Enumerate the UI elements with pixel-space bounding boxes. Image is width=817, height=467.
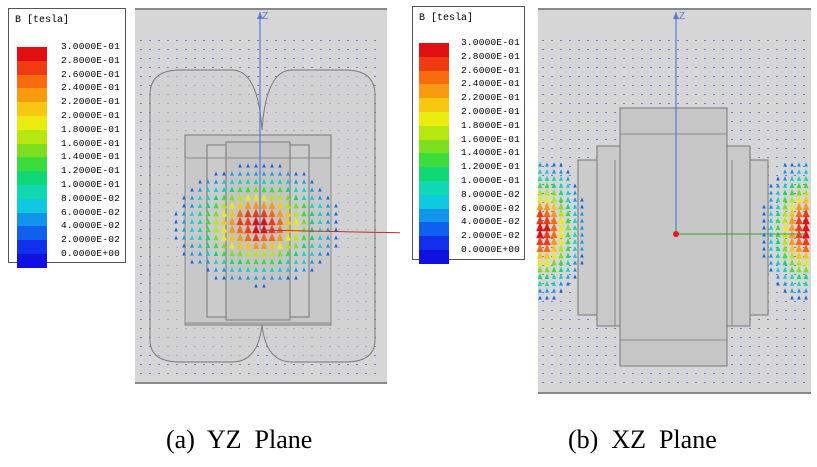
legend-swatch [419,98,449,112]
z-axis-label: Z [262,11,268,22]
legend-swatch [17,47,47,61]
legend-swatch [17,60,47,75]
legend-value: 1.2000E-01 [61,165,121,177]
legend-panel-a: B [tesla] 3.0000E-01 2.8000E-01 2.6000E-01… [8,8,126,268]
legend-value: 2.8000E-01 [61,54,121,66]
legend-value: 8.0000E-02 [461,188,521,200]
legend-value: 6.0000E-02 [61,206,121,218]
legend-swatch [419,194,449,209]
legend-swatch [419,43,449,57]
legend-value: 1.2000E-01 [461,161,521,173]
legend-swatch [17,212,47,227]
legend-swatch [419,125,449,140]
legend-swatch [419,112,449,126]
legend-value: 2.2000E-01 [61,96,121,108]
legend-value: 1.6000E-01 [61,137,121,149]
legend-title: B [tesla] [419,13,474,24]
legend-swatch [419,84,449,99]
legend-swatch [17,88,47,103]
legend-value: 1.8000E-01 [61,123,121,135]
legend-value: 8.0000E-02 [61,192,121,204]
z-axis-label: Z [679,11,685,22]
legend-value: 2.6000E-01 [61,68,121,80]
legend-value: 2.4000E-01 [61,82,121,94]
legend-value: 2.0000E-02 [61,234,121,246]
legend-value: 1.4000E-01 [461,147,521,159]
panel-yz-plane: Z B [tesla] 3.0000E-01 2.8000E-01 2.6000E-… [0,0,400,400]
field-plot-xz: Z [536,8,811,394]
legend-value: 2.0000E-02 [461,230,521,242]
legend-title: B [tesla] [15,15,70,26]
legend-swatch [419,208,449,223]
field-plot-yz: Z [135,8,400,384]
legend-value: 2.0000E-01 [461,106,521,117]
legend-swatch [419,167,449,181]
legend-swatch [17,116,47,130]
legend-value: 2.0000E-01 [61,110,121,121]
legend-value: 4.0000E-02 [461,216,521,228]
origin-marker [673,231,679,237]
caption-xz-plane: (b) XZ Plane [568,425,717,454]
legend-swatch [17,198,47,213]
legend-value: 3.0000E-01 [461,37,521,48]
legend-swatch [419,250,449,264]
legend-value: 1.6000E-01 [461,133,521,145]
legend-value: 1.4000E-01 [61,151,121,163]
legend-value: 1.0000E-01 [61,179,121,190]
legend-swatch [419,236,449,250]
legend-value: 0.0000E+00 [461,244,521,255]
legend-swatch [17,171,47,185]
legend-value: 2.4000E-01 [461,78,521,90]
legend-swatch [419,139,449,154]
legend-swatch [17,74,47,89]
legend-swatch [17,143,47,158]
legend-swatch [17,129,47,144]
legend-value: 2.8000E-01 [461,50,521,62]
legend-swatch [17,226,47,241]
legend-value: 1.0000E-01 [461,175,521,186]
legend-swatch [17,254,47,268]
legend-value: 1.8000E-01 [461,119,521,131]
legend-swatch [419,153,449,168]
legend-swatch [17,185,47,199]
legend-swatch [419,181,449,195]
legend-value: 2.2000E-01 [461,92,521,104]
legend-swatch [419,70,449,85]
legend-value: 0.0000E+00 [61,248,121,259]
caption-yz-plane: (a) YZ Plane [166,425,313,454]
legend-swatch [419,56,449,71]
legend-value: 3.0000E-01 [61,41,121,52]
legend-swatch [17,157,47,172]
legend-value: 2.6000E-01 [461,64,521,76]
legend-value: 6.0000E-02 [461,202,521,214]
legend-panel-b: B [tesla] 3.0000E-01 2.8000E-01 2.6000E-01… [412,6,525,264]
legend-value: 4.0000E-02 [61,220,121,232]
legend-swatch [17,102,47,116]
legend-swatch [17,240,47,254]
legend-swatch [419,222,449,237]
panel-xz-plane: Z B [tesla] 3.0000E-01 2.8000E-01 2.6000E-… [410,0,817,400]
